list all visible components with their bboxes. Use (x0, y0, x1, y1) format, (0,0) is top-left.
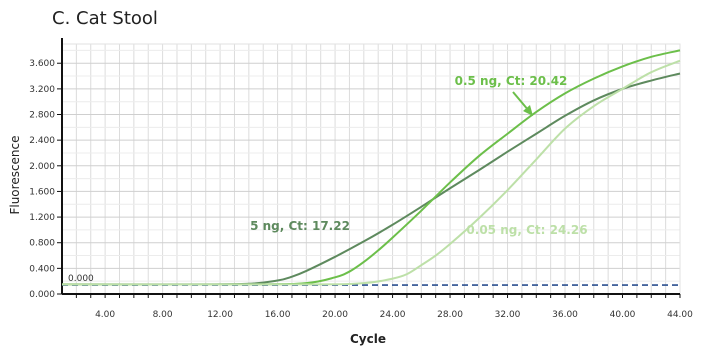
y-tick-label: 1.200 (29, 213, 55, 223)
series-line-1 (61, 49, 681, 286)
y-tick-label: 3.600 (29, 59, 55, 69)
axes: 0.000 0.400 0.800 1.200 1.600 2.000 2.400 2.800… (29, 38, 693, 320)
y-axis-label: Fluorescence (8, 135, 22, 214)
y-tick-label: 0.400 (29, 264, 55, 274)
x-tick-label: 8.00 (153, 310, 173, 320)
series-line-0 (61, 72, 681, 286)
y-tick-label: 2.400 (29, 136, 55, 146)
annotation-label: 0.05 ng, Ct: 24.26 (466, 223, 587, 237)
y-tick-label: 2.000 (29, 162, 55, 172)
x-axis-label: Cycle (350, 332, 386, 346)
annotations: 5 ng, Ct: 17.22 0.5 ng, Ct: 20.42 0.05 ng,… (250, 74, 588, 237)
y-tick-label: 2.800 (29, 111, 55, 121)
x-tick-label: 16.00 (265, 310, 291, 320)
x-tick-label: 32.00 (495, 310, 521, 320)
y-tick-label: 0.000 (29, 290, 55, 300)
grid (61, 43, 681, 295)
x-tick-label: 36.00 (552, 310, 578, 320)
y-tick-label: 3.200 (29, 85, 55, 95)
annotation-label: 5 ng, Ct: 17.22 (250, 219, 350, 233)
annotation-arrowhead (523, 105, 533, 116)
x-tick-label: 20.00 (322, 310, 348, 320)
x-tick-label: 4.00 (95, 310, 115, 320)
series-line-2 (61, 59, 681, 286)
x-tick-label: 44.00 (667, 310, 693, 320)
threshold-label: 0.000 (68, 274, 94, 284)
series-lines (61, 49, 681, 286)
y-tick-label: 0.800 (29, 239, 55, 249)
annotation-arrow (512, 91, 530, 112)
x-tick-label: 24.00 (380, 310, 406, 320)
annotation-label: 0.5 ng, Ct: 20.42 (455, 74, 568, 88)
x-tick-label: 40.00 (610, 310, 636, 320)
x-tick-label: 12.00 (207, 310, 233, 320)
y-tick-label: 1.600 (29, 187, 55, 197)
x-tick-label: 28.00 (437, 310, 463, 320)
chart-title: C. Cat Stool (52, 8, 158, 29)
